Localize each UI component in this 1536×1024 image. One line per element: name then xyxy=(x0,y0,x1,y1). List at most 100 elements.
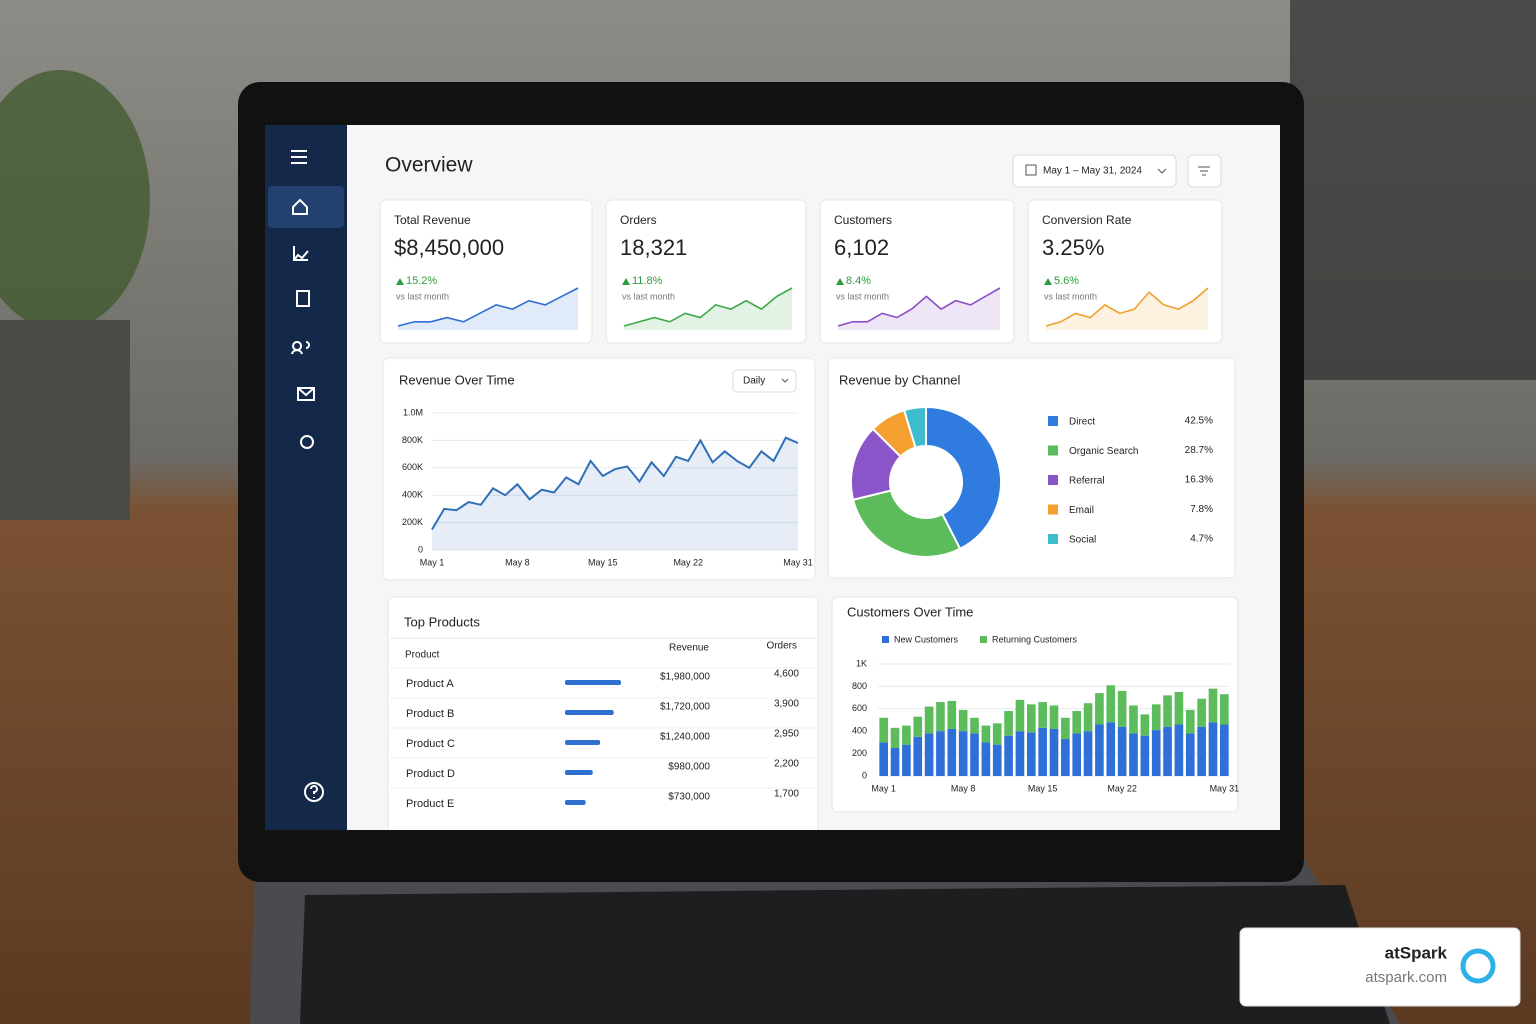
product-name: Product D xyxy=(406,768,455,780)
sidebar-icons xyxy=(268,150,344,802)
bar-segment xyxy=(958,709,968,732)
line-area xyxy=(432,437,798,550)
y-tick-label: 1K xyxy=(856,658,867,668)
legend-label: Organic Search xyxy=(1069,446,1138,457)
bar-segment xyxy=(1163,695,1172,727)
bar-segment xyxy=(992,723,1002,745)
kpi-change: 11.8% xyxy=(632,275,663,287)
chart-title: Customers Over Time xyxy=(847,604,973,619)
y-tick-label: 800 xyxy=(852,681,867,691)
revenue-value: $980,000 xyxy=(668,762,710,773)
reports-icon[interactable] xyxy=(296,290,310,307)
table-title: Top Products xyxy=(404,614,480,629)
revenue-bar xyxy=(565,800,586,805)
donut-slice xyxy=(902,405,927,449)
orders-value: 1,700 xyxy=(774,789,799,800)
legend-label: Direct xyxy=(1069,417,1095,428)
bar-segment xyxy=(1083,703,1093,732)
bar-segment xyxy=(902,744,911,776)
kpi-label: Conversion Rate xyxy=(1042,213,1132,227)
window-frame xyxy=(1290,0,1536,380)
sparkline-area xyxy=(1046,288,1208,330)
revenue-value: $1,980,000 xyxy=(660,672,710,683)
period-select[interactable] xyxy=(732,369,797,393)
sidebar xyxy=(265,125,347,830)
bar-segment xyxy=(1220,724,1229,776)
sparkline-area xyxy=(624,288,792,330)
y-tick-label: 600 xyxy=(852,703,867,713)
revenue-bar xyxy=(565,680,621,685)
bar-segment xyxy=(1015,699,1025,732)
legend-label: Social xyxy=(1069,535,1096,546)
product-name: Product A xyxy=(406,678,454,690)
dashboard: Overview May 1 – May 31, 2024 Total Reve… xyxy=(265,125,1240,830)
bar-segment xyxy=(1026,704,1036,733)
column-header: Product xyxy=(405,650,440,661)
card xyxy=(819,199,1015,344)
bar-segment xyxy=(970,717,979,734)
plant xyxy=(0,70,150,330)
legend-swatch xyxy=(882,636,889,643)
bar-segment xyxy=(936,702,945,732)
bar-segment xyxy=(1015,731,1025,776)
kpi-label: Orders xyxy=(620,213,657,227)
chevron xyxy=(1157,168,1167,174)
y-tick-label: 600K xyxy=(402,462,423,472)
bar-segment xyxy=(1095,724,1104,776)
analytics-icon[interactable] xyxy=(293,246,309,261)
column-header: Revenue xyxy=(669,643,709,654)
legend-swatch xyxy=(1048,504,1058,515)
bar-segment xyxy=(1072,711,1082,734)
x-tick-label: May 8 xyxy=(505,557,530,567)
bar-segment xyxy=(1106,685,1116,723)
legend-swatch xyxy=(980,636,987,643)
bar-segment xyxy=(1185,733,1195,776)
bar-segment xyxy=(981,742,991,776)
help-icon[interactable] xyxy=(304,782,324,802)
mail-icon[interactable] xyxy=(297,387,315,401)
settings-icon[interactable] xyxy=(300,435,314,449)
legend-swatch xyxy=(1048,534,1058,544)
calendar-icon xyxy=(1025,164,1037,176)
orders-value: 3,900 xyxy=(774,699,799,710)
menu-icon[interactable] xyxy=(291,150,307,164)
kpi-note: vs last month xyxy=(836,291,889,301)
filter-icon xyxy=(1198,166,1210,176)
bar-segment xyxy=(879,742,888,776)
y-tick-label: 0 xyxy=(862,770,867,780)
revenue-value: $1,240,000 xyxy=(660,732,710,743)
bar-segment xyxy=(1129,705,1138,734)
bar-segment xyxy=(1220,694,1229,725)
x-tick-label: May 31 xyxy=(783,557,813,567)
sparkline xyxy=(397,287,579,327)
y-tick-label: 800K xyxy=(402,435,423,445)
chevron xyxy=(781,378,789,383)
page-title: Overview xyxy=(385,154,473,177)
x-tick-label: May 31 xyxy=(1210,783,1240,793)
date-picker[interactable] xyxy=(1012,154,1177,188)
value-label: 16.3% xyxy=(1185,475,1213,486)
badge-url: atspark.com xyxy=(1365,969,1447,986)
home-icon[interactable] xyxy=(292,198,308,215)
kpi-value: 6,102 xyxy=(834,235,889,260)
sparkline xyxy=(1045,287,1209,327)
bar-segment xyxy=(890,748,900,776)
bar-segment xyxy=(890,727,900,748)
customers-icon[interactable] xyxy=(291,341,310,355)
x-tick-label: May 15 xyxy=(1028,783,1058,793)
orders-value: 2,950 xyxy=(774,729,799,740)
chart-title: Revenue by Channel xyxy=(839,372,961,387)
bar-segment xyxy=(1140,714,1150,736)
up-arrow xyxy=(836,278,844,285)
bar-segment xyxy=(947,728,957,776)
bar-segment xyxy=(1038,727,1047,776)
kpi-note: vs last month xyxy=(622,291,675,301)
kpi-value: 18,321 xyxy=(620,235,687,260)
x-tick-label: May 15 xyxy=(588,557,618,567)
kpi-change: 5.6% xyxy=(1054,275,1079,287)
card xyxy=(379,199,593,344)
bar-segment xyxy=(1106,722,1116,776)
bar-segment xyxy=(936,731,945,776)
x-tick-label: May 1 xyxy=(420,557,445,567)
